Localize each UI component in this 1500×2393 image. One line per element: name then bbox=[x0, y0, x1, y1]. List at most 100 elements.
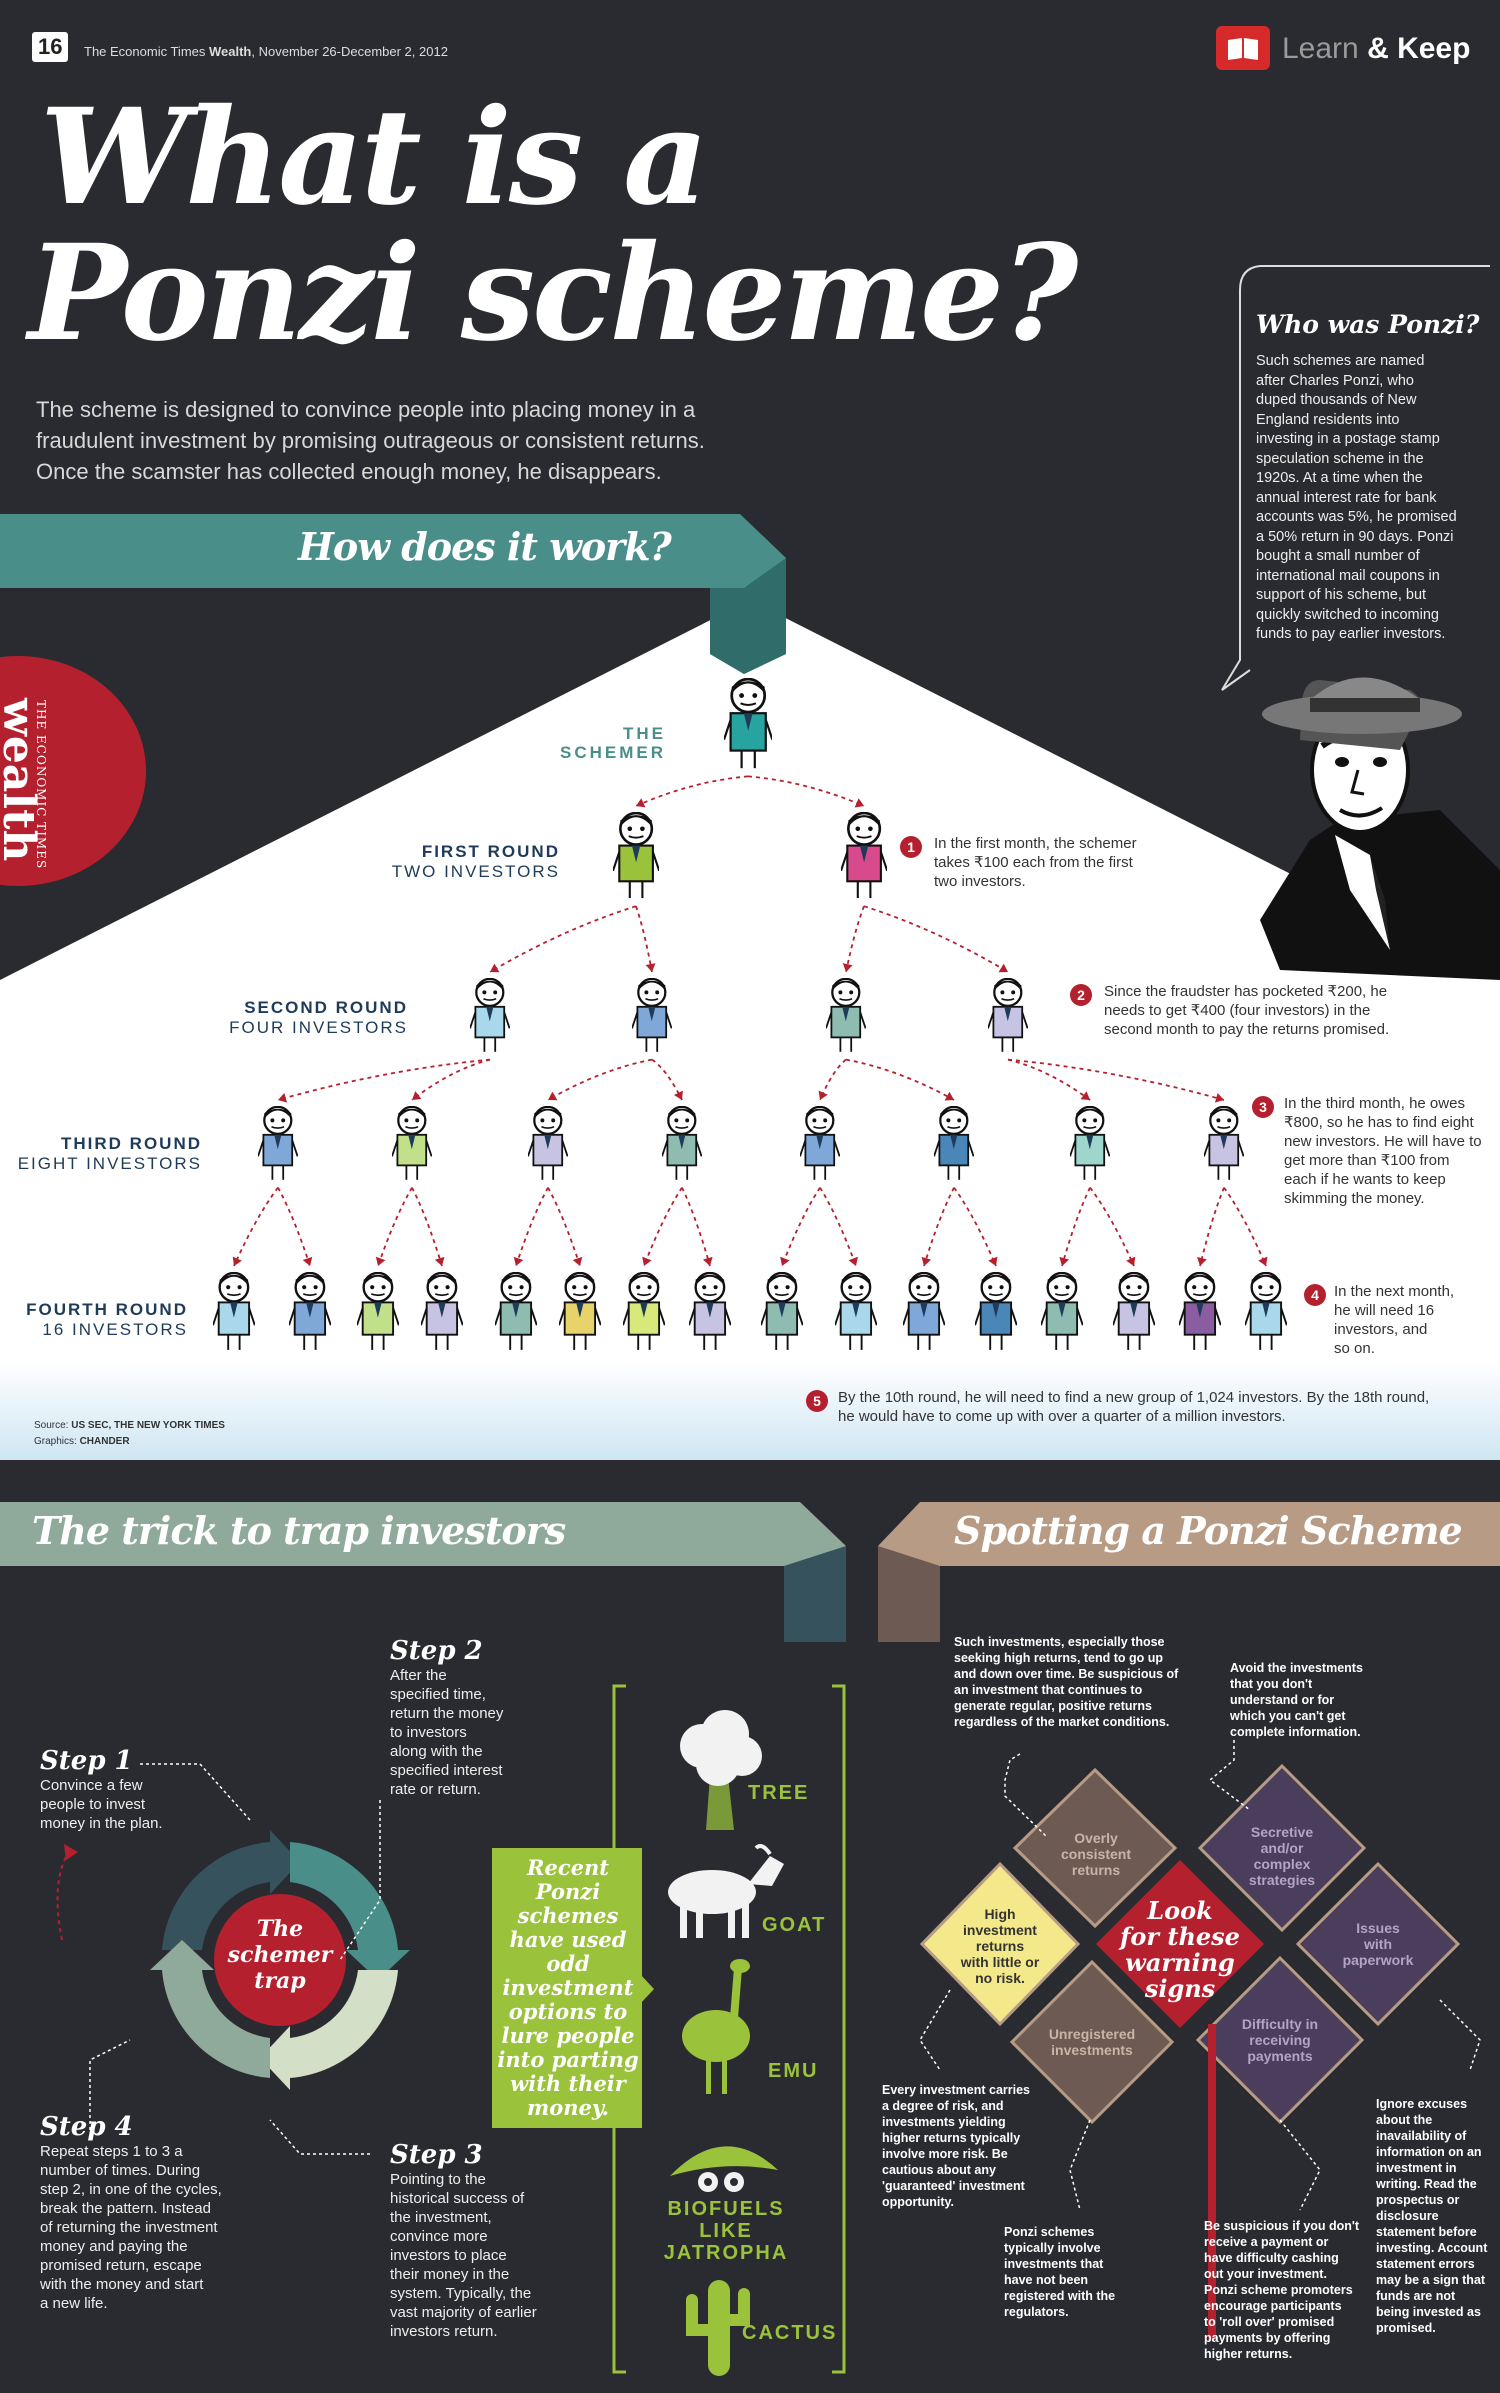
spot-note-line: regulators. bbox=[1004, 2305, 1069, 2319]
publication-prefix: The Economic Times bbox=[84, 44, 209, 59]
tree-icon bbox=[680, 1710, 762, 1830]
dashed-arrow bbox=[923, 1187, 955, 1267]
investor-figure bbox=[1204, 1106, 1244, 1180]
dashed-arrow bbox=[845, 1058, 955, 1101]
sign-line: returns bbox=[1071, 1862, 1121, 1878]
spot-ribbon bbox=[920, 1502, 1500, 1566]
arrow-head bbox=[1080, 1091, 1090, 1100]
item-goat: GOAT bbox=[762, 1914, 827, 1936]
recent-line: options to bbox=[508, 1999, 628, 2024]
dashed-arrow bbox=[411, 1187, 443, 1267]
sign-line: investments bbox=[1051, 2042, 1133, 2058]
investor-figure bbox=[1245, 1272, 1287, 1350]
spot-note-line: typically involve bbox=[1004, 2241, 1101, 2255]
note-line: skimming the money. bbox=[1284, 1190, 1425, 1207]
spot-note-line: opportunity. bbox=[882, 2195, 954, 2209]
note-1-text: In the first month, the schemer takes ₹1… bbox=[934, 834, 1137, 891]
main-title-line2: Ponzi scheme? bbox=[28, 216, 1078, 371]
step-line: convince more bbox=[390, 2228, 488, 2245]
recent-line: Ponzi bbox=[535, 1879, 601, 1904]
spot-note-line: writing. Read the bbox=[1376, 2177, 1477, 2191]
who-line: investing in a postage stamp bbox=[1256, 431, 1440, 447]
sign-line: complex bbox=[1253, 1856, 1311, 1872]
publication-line: The Economic Times Wealth, November 26-D… bbox=[84, 44, 448, 59]
dashed-arrow bbox=[1199, 1187, 1225, 1267]
book-icon bbox=[1216, 26, 1270, 70]
sign-line: returns bbox=[975, 1938, 1025, 1954]
investor-figure bbox=[689, 1272, 731, 1350]
investor-figure bbox=[988, 978, 1028, 1052]
spot-note-line: which you can't get bbox=[1230, 1709, 1346, 1723]
arrow-head bbox=[232, 1256, 242, 1266]
spot-note-unregistered: Ponzi schemes typically involve investme… bbox=[1004, 2224, 1115, 2320]
spot-note-line: information on an bbox=[1376, 2145, 1482, 2159]
arrow-head bbox=[642, 1256, 652, 1266]
note-line: second month to pay the returns promised… bbox=[1104, 1021, 1390, 1038]
note-line: In the next month, bbox=[1334, 1283, 1455, 1300]
who-line: after Charles Ponzi, who bbox=[1256, 372, 1414, 389]
spot-note-line: statement errors bbox=[1376, 2257, 1475, 2271]
recent-box bbox=[492, 1848, 642, 2128]
investor-figure bbox=[1113, 1272, 1155, 1350]
spot-title: Spotting a Ponzi Scheme bbox=[954, 1508, 1463, 1553]
arrow-head bbox=[854, 798, 864, 808]
spot-note-line: Be suspicious if you don't bbox=[1204, 2219, 1360, 2233]
publication-bold: Wealth bbox=[209, 44, 252, 59]
who-line: funds to pay earlier investors. bbox=[1256, 626, 1446, 642]
note-line: so on. bbox=[1334, 1340, 1375, 1357]
spot-note-line: understand or for bbox=[1230, 1693, 1335, 1707]
arrow-head bbox=[842, 963, 853, 972]
note-line: each if he wants to keep bbox=[1284, 1171, 1446, 1188]
step-line: a new life. bbox=[40, 2295, 108, 2312]
graphics-line: Graphics: CHANDER bbox=[34, 1434, 225, 1450]
step-connectors bbox=[56, 1763, 381, 2155]
dashed-arrow bbox=[277, 1187, 311, 1267]
who-line: 1920s. At a time when the bbox=[1256, 470, 1423, 486]
who-text: Such schemes are named after Charles Pon… bbox=[1256, 352, 1496, 645]
round-2-sub: FOUR INVESTORS bbox=[229, 1018, 408, 1037]
spot-note-line: being invested as bbox=[1376, 2305, 1481, 2319]
sign-line: Unregistered bbox=[1048, 2026, 1136, 2042]
spot-note-line: investment in bbox=[1376, 2161, 1457, 2175]
note-line: new investors. He will have to bbox=[1284, 1133, 1482, 1150]
step-line: rate or return. bbox=[390, 1781, 481, 1798]
note-3-number: 3 bbox=[1252, 1096, 1274, 1118]
dashed-arrow bbox=[547, 1058, 653, 1101]
dashed-arrow bbox=[781, 1187, 821, 1267]
who-line: England residents into bbox=[1256, 411, 1400, 428]
recent-line: money. bbox=[527, 2095, 609, 2120]
schemer-trap-label: The schemer trap bbox=[214, 1916, 346, 1994]
warning-line: for these bbox=[1120, 1922, 1240, 1951]
spot-note-line: have not been bbox=[1004, 2273, 1089, 2287]
dashed-arrow bbox=[1007, 1058, 1091, 1101]
step-line: specified time, bbox=[390, 1686, 486, 1703]
warning-line: signs bbox=[1144, 1974, 1216, 2003]
note-line: By the 10th round, he will need to find … bbox=[838, 1389, 1430, 1406]
sign-line: consistent bbox=[1060, 1846, 1131, 1862]
source-value: US SEC, THE NEW YORK TIMES bbox=[71, 1420, 225, 1431]
item-biofuels: BIOFUELS LIKE JATROPHA bbox=[646, 2198, 806, 2264]
note-2-text: Since the fraudster has pocketed ₹200, h… bbox=[1104, 982, 1389, 1039]
spot-note-line: payments by offering bbox=[1204, 2331, 1331, 2345]
dashed-arrow bbox=[1061, 1187, 1091, 1267]
step-2-text: After the specified time, return the mon… bbox=[390, 1666, 503, 1799]
trick-ribbon bbox=[0, 1502, 800, 1566]
round-4-sub: 16 INVESTORS bbox=[42, 1320, 188, 1339]
sign-line: Overly bbox=[1074, 1830, 1118, 1846]
spot-note-line: higher returns typically bbox=[882, 2131, 1021, 2145]
step-line: system. Typically, the bbox=[390, 2285, 532, 2302]
investor-figure bbox=[934, 1106, 974, 1180]
spot-connectors bbox=[919, 1740, 1481, 2340]
sign-line: High bbox=[984, 1906, 1016, 1922]
recent-line: odd bbox=[546, 1951, 590, 1976]
sign-unregistered: Unregistered investments bbox=[1030, 2026, 1154, 2058]
step-2-title: Step 2 bbox=[390, 1636, 483, 1666]
spot-note-line: involve more risk. Be bbox=[882, 2147, 1008, 2161]
recent-line: Recent bbox=[527, 1855, 609, 1880]
investor-figure bbox=[975, 1272, 1017, 1350]
who-line: accounts was 5%, he promised bbox=[1256, 509, 1457, 525]
investor-figure bbox=[559, 1272, 601, 1350]
round-2-title: SECOND ROUND bbox=[244, 998, 408, 1017]
how-ribbon-tail bbox=[700, 514, 786, 674]
